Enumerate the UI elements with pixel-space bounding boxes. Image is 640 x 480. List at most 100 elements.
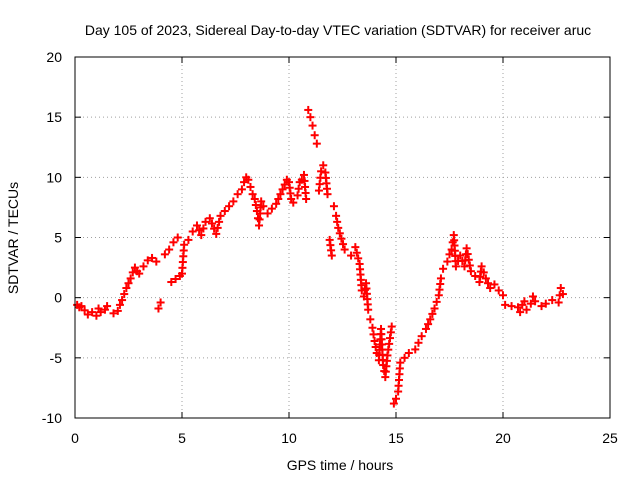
data-point: [520, 297, 529, 306]
y-tick-label: 10: [46, 169, 62, 185]
data-point: [274, 194, 283, 203]
data-point: [267, 204, 276, 213]
data-point: [347, 251, 356, 260]
x-axis-label: GPS time / hours: [287, 457, 394, 473]
data-point: [490, 280, 499, 289]
data-point: [195, 226, 204, 235]
data-point: [259, 202, 268, 211]
data-point: [92, 311, 101, 320]
data-point: [180, 240, 189, 249]
data-point: [312, 139, 321, 148]
data-point: [411, 345, 420, 354]
data-point: [445, 250, 454, 259]
data-point: [389, 399, 398, 408]
data-point: [257, 197, 266, 206]
data-point: [156, 298, 165, 307]
data-point: [304, 105, 313, 114]
data-point: [463, 250, 472, 259]
y-tick-label: 0: [54, 290, 62, 306]
data-point: [113, 306, 122, 315]
data-point: [293, 191, 302, 200]
data-point: [466, 267, 475, 276]
data-point: [332, 211, 341, 220]
data-point: [212, 229, 221, 238]
data-point: [335, 229, 344, 238]
data-point: [143, 256, 152, 265]
x-tick-label: 10: [281, 430, 297, 446]
x-tick-label: 20: [495, 430, 511, 446]
data-point: [354, 254, 363, 263]
data-point: [465, 261, 474, 270]
data-point: [308, 121, 317, 130]
data-point: [154, 304, 163, 313]
data-point: [319, 161, 328, 170]
data-point: [302, 194, 311, 203]
data-point: [424, 320, 433, 329]
data-point: [339, 240, 348, 249]
data-point: [201, 217, 210, 226]
data-point: [499, 291, 507, 300]
data-point: [233, 190, 242, 199]
grid-lines: [75, 57, 610, 418]
data-point: [436, 274, 445, 283]
data-point: [501, 300, 510, 309]
data-point: [253, 214, 262, 223]
data-point: [109, 309, 118, 318]
chart-title: Day 105 of 2023, Sidereal Day-to-day VTE…: [85, 22, 591, 38]
data-point: [213, 223, 222, 232]
data-point: [276, 190, 285, 199]
data-point: [251, 201, 260, 210]
y-tick-label: 20: [46, 49, 62, 65]
data-point: [479, 268, 488, 277]
data-point: [225, 202, 234, 211]
data-point: [248, 190, 257, 199]
data-point: [352, 248, 361, 257]
data-point: [280, 180, 289, 189]
data-point: [215, 217, 224, 226]
data-point: [124, 279, 133, 288]
data-point: [122, 284, 131, 293]
data-point: [317, 167, 326, 176]
data-point: [462, 244, 471, 253]
data-point: [118, 296, 127, 305]
x-tick-label: 0: [71, 430, 79, 446]
data-point: [426, 315, 435, 324]
data-point: [484, 279, 493, 288]
data-point: [516, 308, 525, 317]
data-point: [192, 221, 201, 230]
data-point: [366, 315, 375, 324]
data-point: [165, 245, 174, 254]
data-point: [96, 308, 105, 317]
x-tick-label: 15: [388, 430, 404, 446]
data-point: [481, 274, 490, 283]
data-point: [306, 113, 315, 122]
data-point: [443, 257, 452, 266]
data-point: [229, 197, 238, 206]
data-point: [531, 297, 540, 306]
data-point: [169, 238, 178, 247]
data-point: [464, 255, 473, 264]
data-point: [334, 223, 343, 232]
y-tick-label: 5: [54, 230, 62, 246]
data-point: [327, 251, 336, 260]
axis-ticks: 0 5 10 15 20 25 -10 -5 0 5 10 15 20: [42, 49, 618, 446]
y-axis-label: SDTVAR / TECUs: [5, 182, 21, 294]
data-point: [494, 286, 503, 295]
y-tick-label: -10: [42, 410, 62, 426]
data-point: [387, 322, 396, 331]
data-point: [541, 299, 550, 308]
data-point: [188, 227, 197, 236]
data-point: [432, 297, 441, 306]
data-point: [404, 349, 413, 358]
data-point: [392, 394, 400, 403]
data-point: [430, 304, 439, 313]
data-point: [333, 217, 342, 226]
data-point: [368, 323, 377, 332]
data-point: [160, 250, 169, 259]
data-point: [526, 299, 535, 308]
data-point: [88, 308, 97, 317]
data-point: [340, 245, 349, 254]
y-tick-label: -5: [50, 350, 63, 366]
data-point: [556, 284, 565, 293]
data-point: [167, 278, 176, 287]
